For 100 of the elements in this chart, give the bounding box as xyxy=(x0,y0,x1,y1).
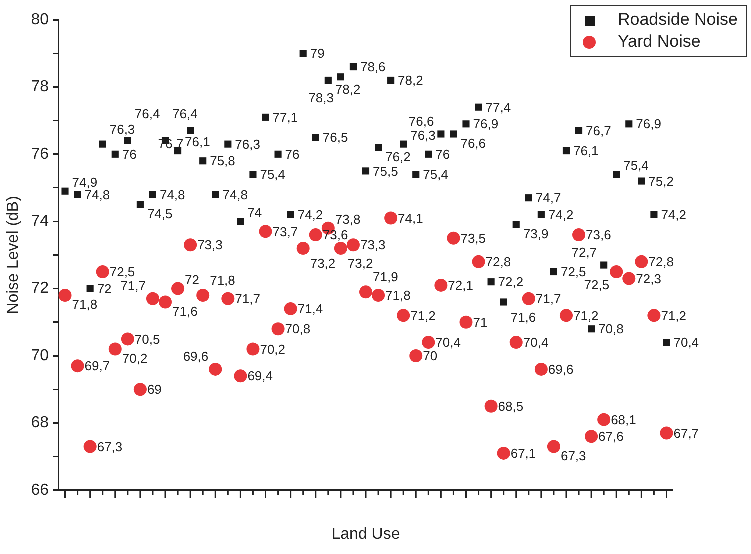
data-label: 74 xyxy=(248,205,262,220)
point xyxy=(149,191,157,198)
point xyxy=(600,262,608,269)
point xyxy=(284,302,298,316)
point xyxy=(200,158,207,165)
data-label: 76,1 xyxy=(185,134,210,150)
point xyxy=(622,272,636,286)
data-label: 74,8 xyxy=(84,187,110,202)
data-label: 78,3 xyxy=(308,90,334,106)
point xyxy=(246,342,260,356)
data-label: 72,5 xyxy=(584,278,610,293)
point xyxy=(272,322,285,336)
y-tick-label: 70 xyxy=(31,347,50,364)
data-label: 67,3 xyxy=(560,448,586,464)
y-tick-label: 68 xyxy=(31,414,50,432)
point xyxy=(274,150,282,158)
data-label: 76 xyxy=(285,146,300,162)
point xyxy=(626,120,633,128)
point xyxy=(550,268,558,276)
data-label: 74,5 xyxy=(147,206,173,222)
data-label: 78,2 xyxy=(335,82,361,98)
data-label: 70,2 xyxy=(122,350,148,366)
data-label: 70,2 xyxy=(260,342,286,357)
point xyxy=(134,383,147,396)
point xyxy=(374,144,382,152)
point xyxy=(337,74,344,81)
data-label: 72 xyxy=(97,281,112,296)
point xyxy=(159,296,172,309)
data-label: 76,3 xyxy=(110,122,136,137)
point xyxy=(660,426,674,440)
data-label: 71,9 xyxy=(373,270,398,285)
point xyxy=(309,228,322,242)
point xyxy=(196,289,210,302)
point xyxy=(425,150,432,158)
data-label: 73,5 xyxy=(460,230,486,246)
data-label: 69 xyxy=(147,382,162,398)
data-label: 72,8 xyxy=(486,254,512,270)
point xyxy=(312,134,320,142)
data-label: 74,8 xyxy=(160,187,186,202)
point xyxy=(434,278,448,292)
point xyxy=(350,64,358,71)
data-label: 76,7 xyxy=(586,123,612,138)
point xyxy=(484,400,498,413)
data-label: 75,4 xyxy=(423,167,448,182)
point xyxy=(525,194,532,202)
data-label: 71,7 xyxy=(536,291,562,306)
data-label: 75,4 xyxy=(260,167,286,182)
data-label: 73,9 xyxy=(523,226,549,242)
data-label: 68,1 xyxy=(611,412,636,428)
y-tick-label: 72 xyxy=(31,280,50,298)
point xyxy=(500,298,508,306)
data-label: 70,4 xyxy=(674,335,700,350)
data-label: 74,8 xyxy=(222,187,248,202)
data-label: 72 xyxy=(185,272,200,288)
point xyxy=(136,201,144,208)
data-label: 72,1 xyxy=(448,278,474,294)
data-label: 76,3 xyxy=(235,136,260,152)
point xyxy=(296,242,310,255)
point xyxy=(96,266,110,278)
point xyxy=(447,232,460,245)
legend-label: Yard Noise xyxy=(618,32,701,51)
point xyxy=(372,289,386,302)
point xyxy=(410,350,423,362)
point xyxy=(397,309,410,322)
data-label: 72,5 xyxy=(110,264,136,280)
point xyxy=(222,292,235,306)
point xyxy=(562,148,570,155)
data-label: 71,2 xyxy=(573,308,599,324)
point xyxy=(112,150,119,158)
data-label: 76,2 xyxy=(386,149,411,164)
point xyxy=(497,446,510,460)
data-label: 78,6 xyxy=(360,60,386,75)
point xyxy=(522,292,536,306)
data-label: 67,3 xyxy=(97,439,123,454)
point xyxy=(650,211,658,218)
point xyxy=(121,332,134,346)
point xyxy=(259,225,272,238)
point xyxy=(648,309,661,322)
point xyxy=(400,140,408,148)
data-label: 70,8 xyxy=(598,322,624,337)
data-label: 76,5 xyxy=(322,130,348,146)
data-label: 74,2 xyxy=(298,207,324,222)
data-label: 69,6 xyxy=(183,349,209,364)
point xyxy=(613,171,620,178)
data-label: 76,9 xyxy=(473,116,499,132)
y-tick-label: 78 xyxy=(31,78,50,96)
data-label: 74,1 xyxy=(398,210,424,226)
point xyxy=(575,127,583,134)
point xyxy=(488,278,495,286)
data-label: 73,3 xyxy=(198,238,223,253)
data-label: 76,4 xyxy=(134,106,160,122)
data-label: 69,6 xyxy=(548,362,574,378)
y-axis-title: Noise Level (dB) xyxy=(5,196,22,314)
data-label: 76 xyxy=(436,146,450,162)
point xyxy=(209,362,222,376)
point xyxy=(300,50,307,58)
data-label: 76,4 xyxy=(172,106,198,122)
point xyxy=(262,114,270,121)
point xyxy=(99,140,106,148)
point xyxy=(384,212,398,225)
